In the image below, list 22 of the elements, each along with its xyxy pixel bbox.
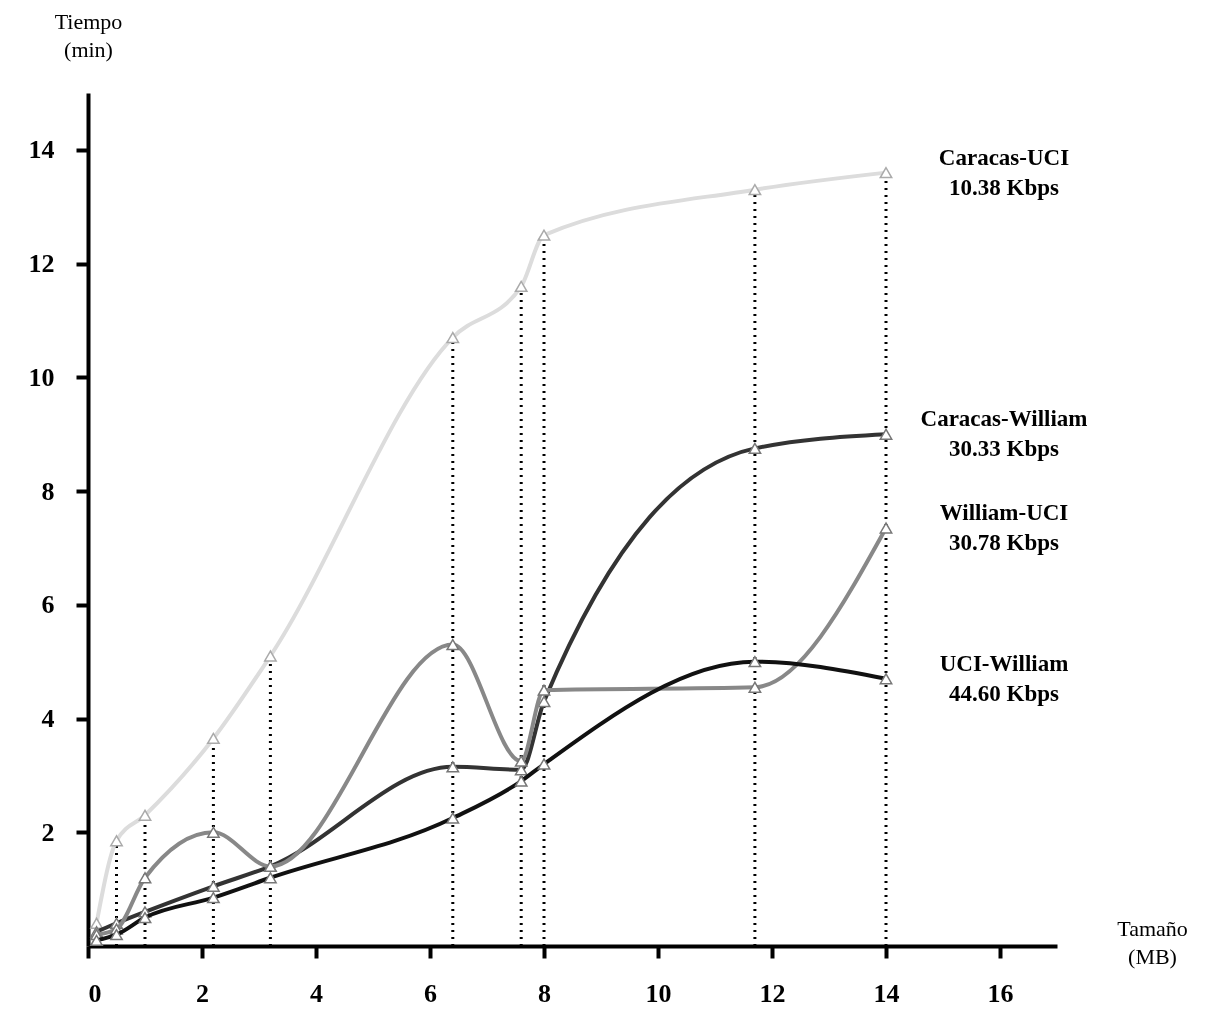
x-tick-label: 6 (424, 978, 437, 1008)
y-tick-label: 2 (41, 817, 55, 847)
x-tick-label: 0 (88, 978, 102, 1008)
x-tick-label: 4 (310, 978, 323, 1008)
x-tick-label: 14 (873, 978, 900, 1008)
series-label: Caracas-William 30.33 Kbps (920, 406, 1088, 462)
x-tick-label: 2 (196, 978, 209, 1008)
y-tick-label: 10 (28, 362, 55, 392)
x-tick-label: 16 (987, 978, 1014, 1008)
y-tick-label: 14 (28, 135, 55, 165)
text: UCI-William 44.60 Kbps (939, 650, 1069, 706)
y-tick-label: 6 (41, 590, 55, 620)
y-tick-label: 4 (41, 704, 55, 734)
y-axis-title: Tiempo (min) (54, 8, 123, 62)
text: William-UCI 30.78 Kbps (939, 500, 1069, 556)
y-tick-label: 12 (28, 249, 55, 279)
x-tick-label: 10 (645, 978, 672, 1008)
y-tick-label: 8 (41, 476, 55, 506)
x-tick-label: 8 (538, 978, 551, 1008)
x-tick-label: 12 (759, 978, 786, 1008)
x-axis-title: Tamaño (MB) (1117, 915, 1188, 969)
text: Caracas-UCI 10.38 Kbps (938, 144, 1070, 200)
